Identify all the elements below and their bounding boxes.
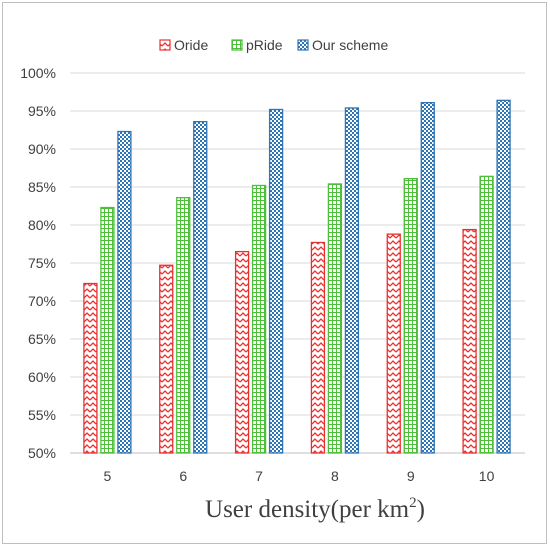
- x-tick-label: 5: [104, 468, 112, 484]
- x-tick-label: 8: [331, 468, 339, 484]
- legend-swatch: [231, 39, 243, 51]
- x-axis-label: User density(per km2): [205, 495, 425, 523]
- bar-pride: [176, 196, 191, 454]
- bar-our-scheme: [420, 101, 435, 454]
- y-tick-label: 55%: [28, 407, 56, 423]
- x-tick-label: 9: [407, 468, 415, 484]
- bar-oride: [386, 233, 401, 454]
- y-tick-label: 70%: [28, 293, 56, 309]
- bar-our-scheme: [117, 130, 132, 454]
- y-tick-label: 65%: [28, 331, 56, 347]
- bar-our-scheme: [496, 99, 511, 454]
- bar-pride: [479, 175, 494, 454]
- bar-oride: [83, 282, 98, 454]
- bars: [83, 99, 511, 454]
- legend-swatch: [297, 39, 309, 51]
- y-tick-label: 90%: [28, 141, 56, 157]
- bar-our-scheme: [344, 107, 360, 454]
- bar-our-scheme: [268, 108, 284, 454]
- legend-label: pRide: [246, 37, 283, 53]
- bar-pride: [403, 177, 418, 454]
- y-tick-label: 85%: [28, 179, 56, 195]
- gridlines: [70, 72, 525, 454]
- bar-our-scheme: [193, 120, 208, 454]
- legend: Oride pRide Our scheme: [159, 37, 388, 53]
- y-tick-label: 60%: [28, 369, 56, 385]
- bar-pride: [100, 206, 115, 454]
- y-axis-ticks: 50% 55% 60% 65% 70% 75% 80% 85% 90% 95% 100%: [20, 65, 56, 461]
- legend-label: Oride: [174, 37, 208, 53]
- bar-pride: [251, 184, 267, 454]
- bar-oride: [462, 228, 477, 454]
- y-tick-label: 75%: [28, 255, 56, 271]
- x-axis-ticks: 5 6 7 8 9 10: [104, 468, 495, 484]
- x-tick-label: 7: [255, 468, 263, 484]
- bar-oride: [310, 241, 326, 454]
- x-tick-label: 6: [179, 468, 187, 484]
- y-tick-label: 50%: [28, 445, 56, 461]
- x-tick-label: 10: [479, 468, 495, 484]
- legend-label: Our scheme: [312, 37, 388, 53]
- bar-oride: [234, 250, 250, 454]
- legend-swatch: [159, 39, 171, 51]
- y-tick-label: 80%: [28, 217, 56, 233]
- bar-pride: [327, 183, 343, 454]
- bar-oride: [159, 264, 174, 454]
- y-tick-label: 100%: [20, 65, 56, 81]
- y-tick-label: 95%: [28, 103, 56, 119]
